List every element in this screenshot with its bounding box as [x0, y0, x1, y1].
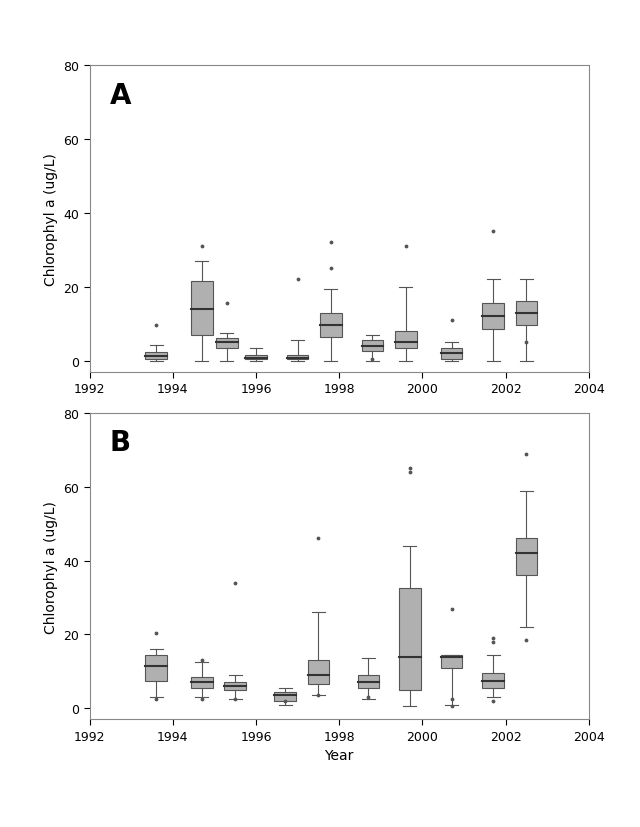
Polygon shape	[395, 332, 417, 348]
Polygon shape	[308, 661, 329, 685]
Polygon shape	[275, 692, 296, 701]
Polygon shape	[483, 673, 504, 688]
Polygon shape	[145, 655, 167, 681]
Polygon shape	[191, 677, 212, 688]
Polygon shape	[516, 302, 537, 326]
Polygon shape	[516, 539, 537, 576]
X-axis label: Year: Year	[324, 748, 354, 762]
Polygon shape	[441, 655, 462, 668]
Y-axis label: Chlorophyl a (ug/L): Chlorophyl a (ug/L)	[44, 500, 58, 633]
Polygon shape	[320, 313, 342, 337]
Polygon shape	[145, 353, 167, 360]
Polygon shape	[225, 682, 246, 690]
Polygon shape	[287, 356, 308, 360]
Polygon shape	[245, 356, 267, 360]
Polygon shape	[399, 589, 420, 690]
Text: B: B	[109, 428, 131, 457]
Polygon shape	[483, 304, 504, 330]
Polygon shape	[191, 282, 212, 335]
Polygon shape	[362, 341, 383, 351]
Polygon shape	[216, 338, 237, 348]
Y-axis label: Chlorophyl a (ug/L): Chlorophyl a (ug/L)	[44, 153, 58, 285]
Polygon shape	[358, 676, 379, 688]
Text: A: A	[109, 82, 131, 109]
Polygon shape	[441, 348, 462, 359]
